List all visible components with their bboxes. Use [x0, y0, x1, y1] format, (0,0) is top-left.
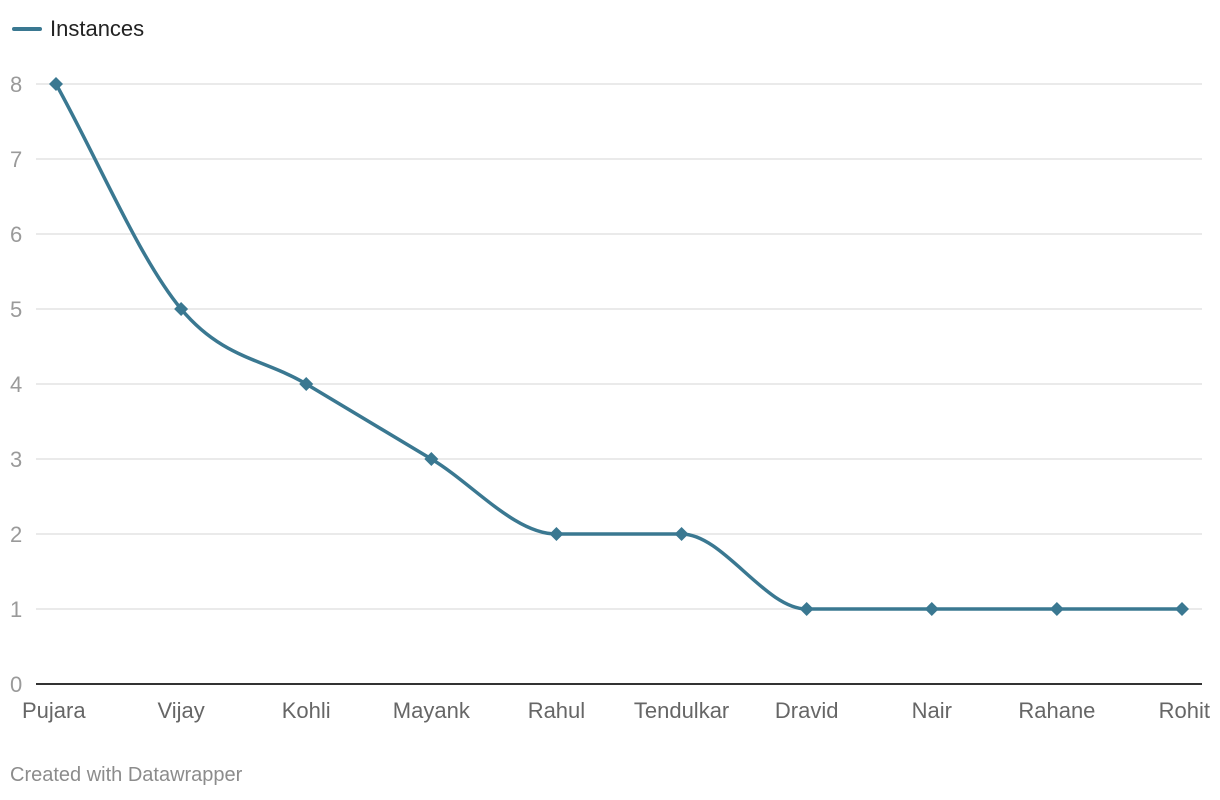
x-tick-label: Tendulkar — [634, 698, 729, 723]
data-point-marker — [424, 452, 439, 466]
x-tick-label: Rahane — [1018, 698, 1095, 723]
y-tick-label: 0 — [10, 672, 22, 697]
y-axis-ticks: 0 1 2 3 4 5 6 7 8 — [10, 72, 22, 697]
legend: Instances — [12, 16, 144, 42]
data-point-marker — [1175, 602, 1189, 616]
footer-credit: Created with Datawrapper — [10, 764, 243, 786]
data-point-marker — [799, 602, 814, 616]
legend-label: Instances — [50, 16, 145, 41]
data-point-marker — [549, 527, 564, 541]
data-point-marker — [49, 77, 63, 91]
x-tick-label: Kohli — [282, 698, 331, 723]
data-point-marker — [174, 302, 189, 316]
y-tick-label: 3 — [10, 447, 22, 472]
x-tick-label: Pujara — [22, 698, 86, 723]
data-point-marker — [674, 527, 689, 541]
series-line-instances — [54, 82, 1184, 611]
x-tick-label: Rahul — [528, 698, 585, 723]
y-tick-label: 7 — [10, 147, 22, 172]
y-tick-label: 8 — [10, 72, 22, 97]
x-tick-label: Dravid — [775, 698, 839, 723]
data-point-marker — [1049, 602, 1064, 616]
legend-swatch — [12, 27, 42, 31]
data-point-marker — [299, 377, 314, 391]
data-markers — [49, 77, 1189, 616]
y-tick-label: 1 — [10, 597, 22, 622]
y-tick-label: 4 — [10, 372, 22, 397]
y-tick-label: 6 — [10, 222, 22, 247]
x-tick-label: Mayank — [393, 698, 471, 723]
x-axis-ticks: Pujara Vijay Kohli Mayank Rahul Tendulkar Drav… — [22, 698, 1210, 723]
y-tick-label: 5 — [10, 297, 22, 322]
x-tick-label: Rohit — [1159, 698, 1210, 723]
gridlines — [36, 83, 1202, 610]
x-tick-label: Nair — [912, 698, 952, 723]
data-point-marker — [924, 602, 939, 616]
y-tick-label: 2 — [10, 522, 22, 547]
x-tick-label: Vijay — [157, 698, 204, 723]
